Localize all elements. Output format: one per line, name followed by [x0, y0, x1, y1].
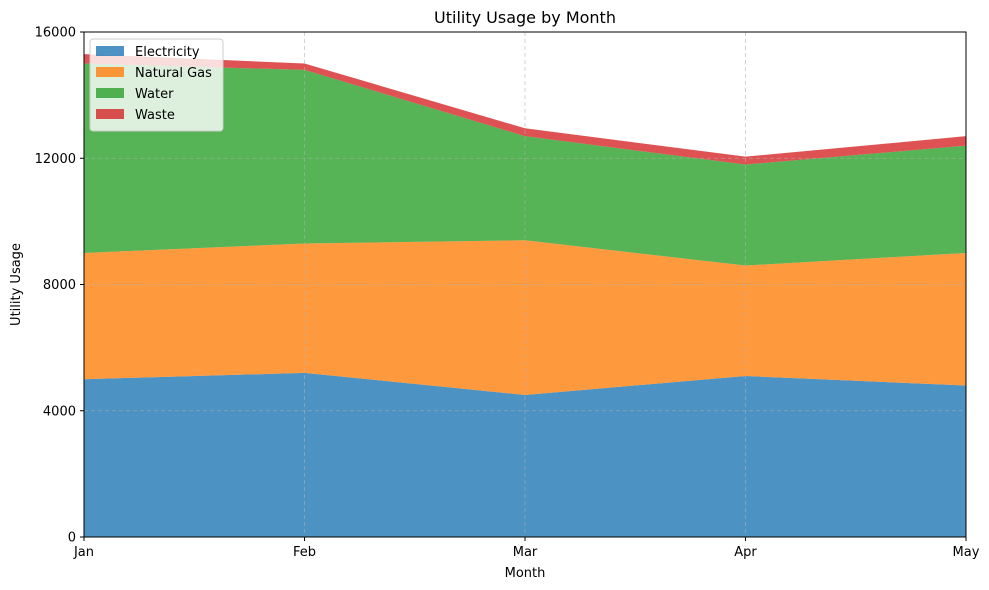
- legend-label: Electricity: [135, 45, 200, 60]
- legend-box: [89, 38, 224, 132]
- y-axis-ticks: 0 4000 8000 12000 16000: [35, 26, 84, 546]
- legend-swatch: [96, 88, 124, 98]
- x-axis-ticks: Jan Feb Mar Apr May: [73, 537, 980, 560]
- y-tick-label: 8000: [43, 278, 76, 293]
- legend-label: Water: [135, 87, 174, 102]
- legend-swatch: [96, 109, 124, 119]
- y-tick-label: 4000: [43, 404, 76, 419]
- x-tick-label: Jan: [73, 545, 94, 560]
- legend: Electricity Natural Gas Water Waste: [89, 38, 224, 132]
- chart-title: Utility Usage by Month: [434, 8, 616, 27]
- y-axis-label: Utility Usage: [9, 243, 24, 326]
- y-tick-label: 0: [68, 531, 76, 546]
- x-axis-label: Month: [505, 566, 546, 581]
- legend-label: Waste: [135, 108, 175, 123]
- legend-swatch: [96, 46, 124, 56]
- y-tick-label: 12000: [35, 152, 76, 167]
- x-tick-label: Mar: [513, 545, 538, 560]
- y-tick-label: 16000: [35, 26, 76, 41]
- x-tick-label: Apr: [734, 545, 757, 560]
- legend-swatch: [96, 67, 124, 77]
- x-tick-label: May: [953, 545, 980, 560]
- x-tick-label: Feb: [293, 545, 316, 560]
- legend-label: Natural Gas: [135, 66, 212, 81]
